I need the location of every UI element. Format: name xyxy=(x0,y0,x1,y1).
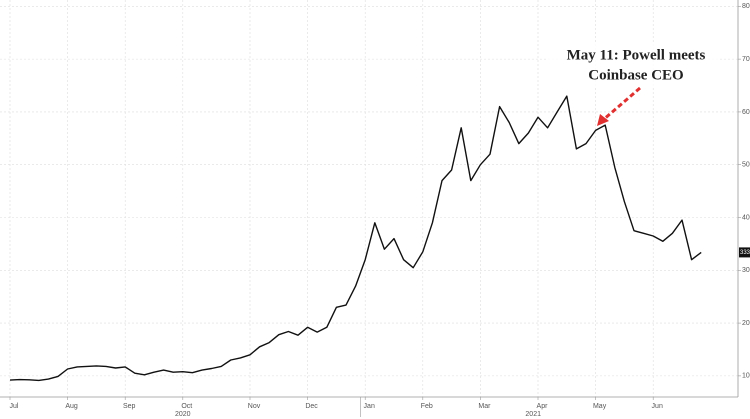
last-value-box xyxy=(739,247,750,258)
x-tick-label: Apr xyxy=(537,403,549,410)
x-tick-label: Aug xyxy=(65,403,78,410)
x-tick-label: Nov xyxy=(248,403,261,410)
x-tick-label: Jun xyxy=(652,403,663,410)
y-tick-label: 10000 xyxy=(742,373,750,380)
annotation-arrowhead xyxy=(597,114,609,126)
x-tick-label: Feb xyxy=(421,403,433,410)
x-tick-label: Dec xyxy=(305,403,318,410)
x-tick-label: May xyxy=(593,403,607,410)
x-tick-label: Mar xyxy=(478,403,491,410)
y-tick-label: 60000 xyxy=(742,109,750,116)
y-tick-label: 70000 xyxy=(742,56,750,63)
y-tick-label: 80000 xyxy=(742,3,750,10)
x-tick-label: Oct xyxy=(181,403,192,410)
x-tick-label: Jul xyxy=(10,403,19,410)
annotation: May 11: Powell meets xyxy=(567,47,706,63)
price-line xyxy=(9,95,702,382)
y-tick-label: 50000 xyxy=(742,162,750,169)
y-tick-label: 40000 xyxy=(742,214,750,221)
last-value-label: 33388.14 xyxy=(740,250,750,256)
x-tick-label: Jan xyxy=(364,403,375,410)
y-tick-label: 30000 xyxy=(742,267,750,274)
annotation-arrow xyxy=(602,86,641,122)
annotation-bg xyxy=(548,44,720,88)
y-tick-label: 20000 xyxy=(742,320,750,327)
year-label: 2021 xyxy=(525,411,541,418)
annotation: Coinbase CEO xyxy=(588,67,683,83)
x-tick-label: Sep xyxy=(123,403,136,410)
year-label: 2020 xyxy=(175,411,191,418)
